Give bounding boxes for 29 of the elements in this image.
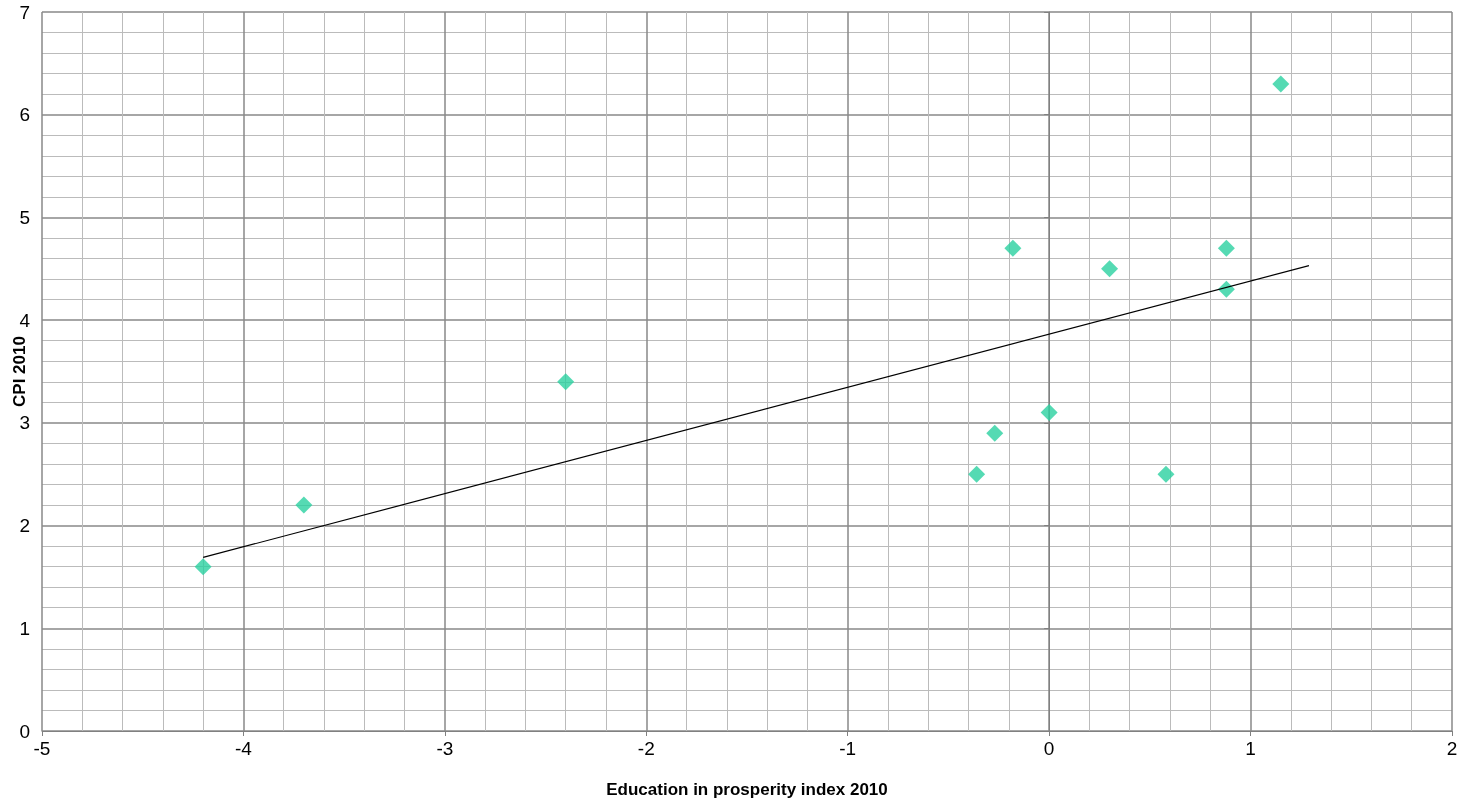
x-tick-label: -2 bbox=[637, 738, 655, 759]
point bbox=[1272, 75, 1290, 93]
x-axis-title: Education in prosperity index 2010 bbox=[606, 780, 888, 799]
x-tick-label: -3 bbox=[436, 738, 454, 759]
point bbox=[194, 558, 212, 576]
y-tick-label: 3 bbox=[19, 412, 30, 434]
point bbox=[295, 496, 313, 514]
point bbox=[1217, 239, 1235, 257]
y-tick-label: 0 bbox=[19, 720, 30, 742]
x-tick-label: 1 bbox=[1245, 738, 1256, 759]
point bbox=[1157, 465, 1175, 483]
y-tick-label: 7 bbox=[19, 1, 30, 23]
point bbox=[1101, 260, 1119, 278]
point bbox=[557, 373, 575, 391]
x-tick-label: -5 bbox=[33, 738, 51, 759]
y-tick-label: 6 bbox=[19, 104, 30, 126]
y-axis-title: CPI 2010 bbox=[10, 336, 29, 407]
y-tick-label: 5 bbox=[19, 206, 30, 228]
point bbox=[1040, 404, 1058, 422]
point bbox=[1004, 239, 1022, 257]
x-tick-label: 0 bbox=[1043, 738, 1055, 759]
y-tick-label: 4 bbox=[19, 309, 31, 331]
y-tick-label: 2 bbox=[19, 515, 30, 537]
point bbox=[968, 465, 986, 483]
x-tick-label: 2 bbox=[1446, 738, 1458, 759]
y-tick-label: 1 bbox=[19, 617, 30, 639]
x-tick-label: -4 bbox=[234, 738, 253, 759]
point bbox=[986, 424, 1004, 442]
x-tick-label: -1 bbox=[839, 738, 857, 759]
